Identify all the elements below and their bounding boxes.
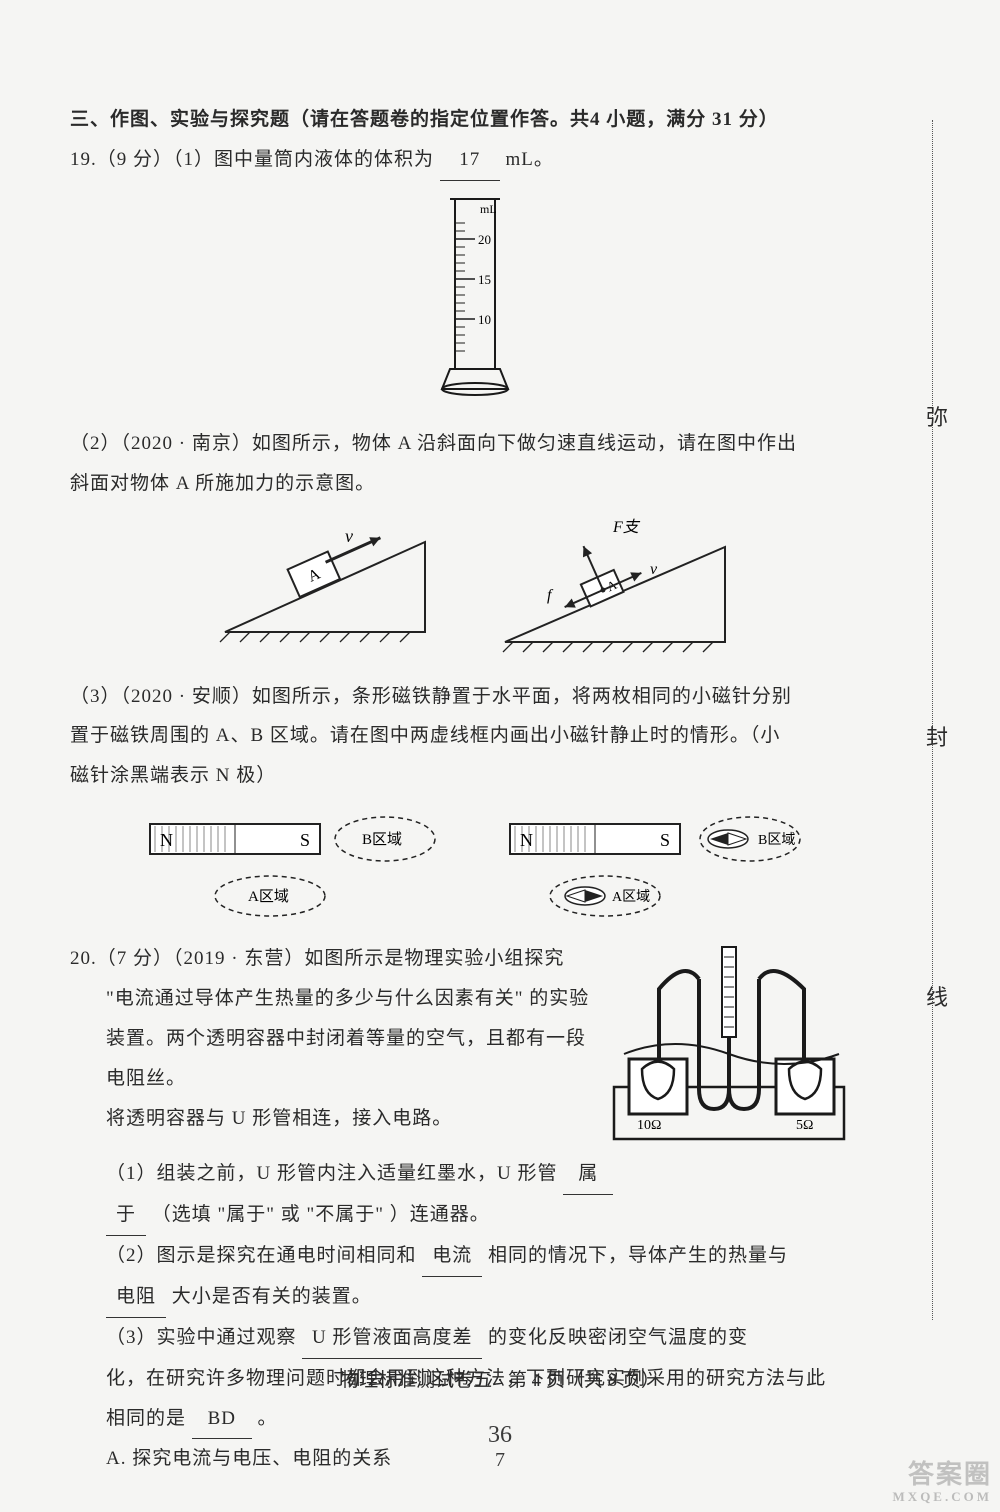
q19-suffix: mL。: [506, 149, 554, 170]
magnet-s-right: S: [660, 830, 670, 850]
q20-p2c: 大小是否有关的装置。: [172, 1286, 372, 1307]
margin-char-1: 弥: [926, 400, 948, 432]
q20-p1-cont: 于 （选填 "属于" 或 "不属于" ）连通器。: [70, 1195, 880, 1236]
friction-label: f: [547, 587, 554, 604]
q19-part3a: （3）（2020 · 安顺）如图所示，条形磁铁静置于水平面，将两枚相同的小磁针分…: [70, 677, 880, 717]
q19-blank1: 17: [440, 140, 500, 181]
handwritten-pagenum: 36 7: [0, 1422, 1000, 1472]
q20-p1c: （选填 "属于" 或 "不属于" ）连通器。: [152, 1204, 490, 1225]
magnet-figures: N S B区域 A区域 N S: [70, 804, 880, 929]
f-support-label: F支: [612, 518, 641, 536]
margin-char-3: 线: [926, 980, 948, 1012]
hw-bottom: 7: [0, 1449, 1000, 1472]
region-b-right: B区域: [758, 832, 795, 848]
q20-prefix: 20.（7 分）（2019 · 东营）如图所示是物理实验小组探究: [70, 939, 590, 979]
magnet-n-left: N: [160, 830, 173, 850]
watermark-main: 答案圈: [908, 1460, 992, 1489]
hw-top: 36: [488, 1422, 512, 1448]
q20-p3a: （3）实验中通过观察: [106, 1327, 297, 1348]
q20-ld: 电阻丝。: [70, 1059, 590, 1099]
q20-lb: "电流通过导体产生热量的多少与什么因素有关" 的实验: [70, 979, 590, 1019]
cylinder-unit: mL: [480, 202, 497, 216]
r-left: 10Ω: [637, 1118, 661, 1133]
incline-figures: A v: [70, 512, 880, 667]
q19-part3b: 置于磁铁周围的 A、B 区域。请在图中两虚线框内画出小磁针静止时的情形。（小: [70, 716, 880, 756]
page-footer: 物理标准测试卷五 · 第 4 页（共 8 页）: [0, 1365, 1000, 1392]
q20-p2: （2）图示是探究在通电时间相同和 电流 相同的情况下，导体产生的热量与: [70, 1236, 880, 1277]
q20-p3b: 的变化反映密闭空气温度的变: [488, 1327, 748, 1348]
margin-char-2: 封: [926, 720, 948, 752]
q19-part3c: 磁针涂黑端表示 N 极）: [70, 756, 880, 796]
q20-lc: 装置。两个透明容器中封闭着等量的空气，且都有一段: [70, 1019, 590, 1059]
q20-p2a: （2）图示是探究在通电时间相同和: [106, 1245, 417, 1266]
cylinder-figure: mL 20 15 10: [70, 189, 880, 414]
v-label-left: v: [345, 526, 353, 546]
q20-p2-cont: 电阻 大小是否有关的装置。: [70, 1277, 880, 1318]
q20-p3: （3）实验中通过观察 U 形管液面高度差 的变化反映密闭空气温度的变: [70, 1318, 880, 1359]
watermark: 答案圈 MXQE.COM: [893, 1461, 992, 1504]
q20-p3-blank1: U 形管液面高度差: [302, 1318, 482, 1359]
region-a-left: A区域: [248, 888, 289, 905]
region-a-right: A区域: [612, 889, 650, 905]
q20-p2b: 相同的情况下，导体产生的热量与: [488, 1245, 788, 1266]
svg-text:10: 10: [478, 312, 491, 327]
q19-prefix: 19.（9 分）（1）图中量筒内液体的体积为: [70, 149, 434, 170]
section-heading: 三、作图、实验与探究题（请在答题卷的指定位置作答。共4 小题，满分 31 分）: [70, 100, 880, 140]
svg-text:20: 20: [478, 232, 491, 247]
q20-block: 20.（7 分）（2019 · 东营）如图所示是物理实验小组探究 "电流通过导体…: [70, 939, 880, 1479]
magnet-n-right: N: [520, 830, 533, 850]
q20-p1b: 于: [106, 1195, 146, 1236]
q19-part1: 19.（9 分）（1）图中量筒内液体的体积为 17 mL。: [70, 140, 880, 181]
q20-p1a: （1）组装之前，U 形管内注入适量红墨水，U 形管: [106, 1163, 557, 1184]
r-right: 5Ω: [796, 1118, 813, 1133]
q19-part2b: 斜面对物体 A 所施加力的示意图。: [70, 464, 880, 504]
q19-part2a: （2）（2020 · 南京）如图所示，物体 A 沿斜面向下做匀速直线运动，请在图…: [70, 424, 880, 464]
region-b-left: B区域: [362, 831, 402, 848]
q20-p1: （1）组装之前，U 形管内注入适量红墨水，U 形管 属: [70, 1154, 880, 1195]
q20-le: 将透明容器与 U 形管相连，接入电路。: [70, 1099, 590, 1139]
v-label-right: v: [650, 561, 658, 578]
svg-text:15: 15: [478, 272, 491, 287]
magnet-s-left: S: [300, 830, 310, 850]
watermark-sub: MXQE.COM: [893, 1490, 992, 1504]
q20-p1-blank: 属: [563, 1154, 613, 1195]
q20-p2-blank1: 电流: [422, 1236, 482, 1277]
q20-p2-blank2: 电阻: [106, 1277, 166, 1318]
circuit-figure: 10Ω 5Ω: [604, 939, 854, 1154]
